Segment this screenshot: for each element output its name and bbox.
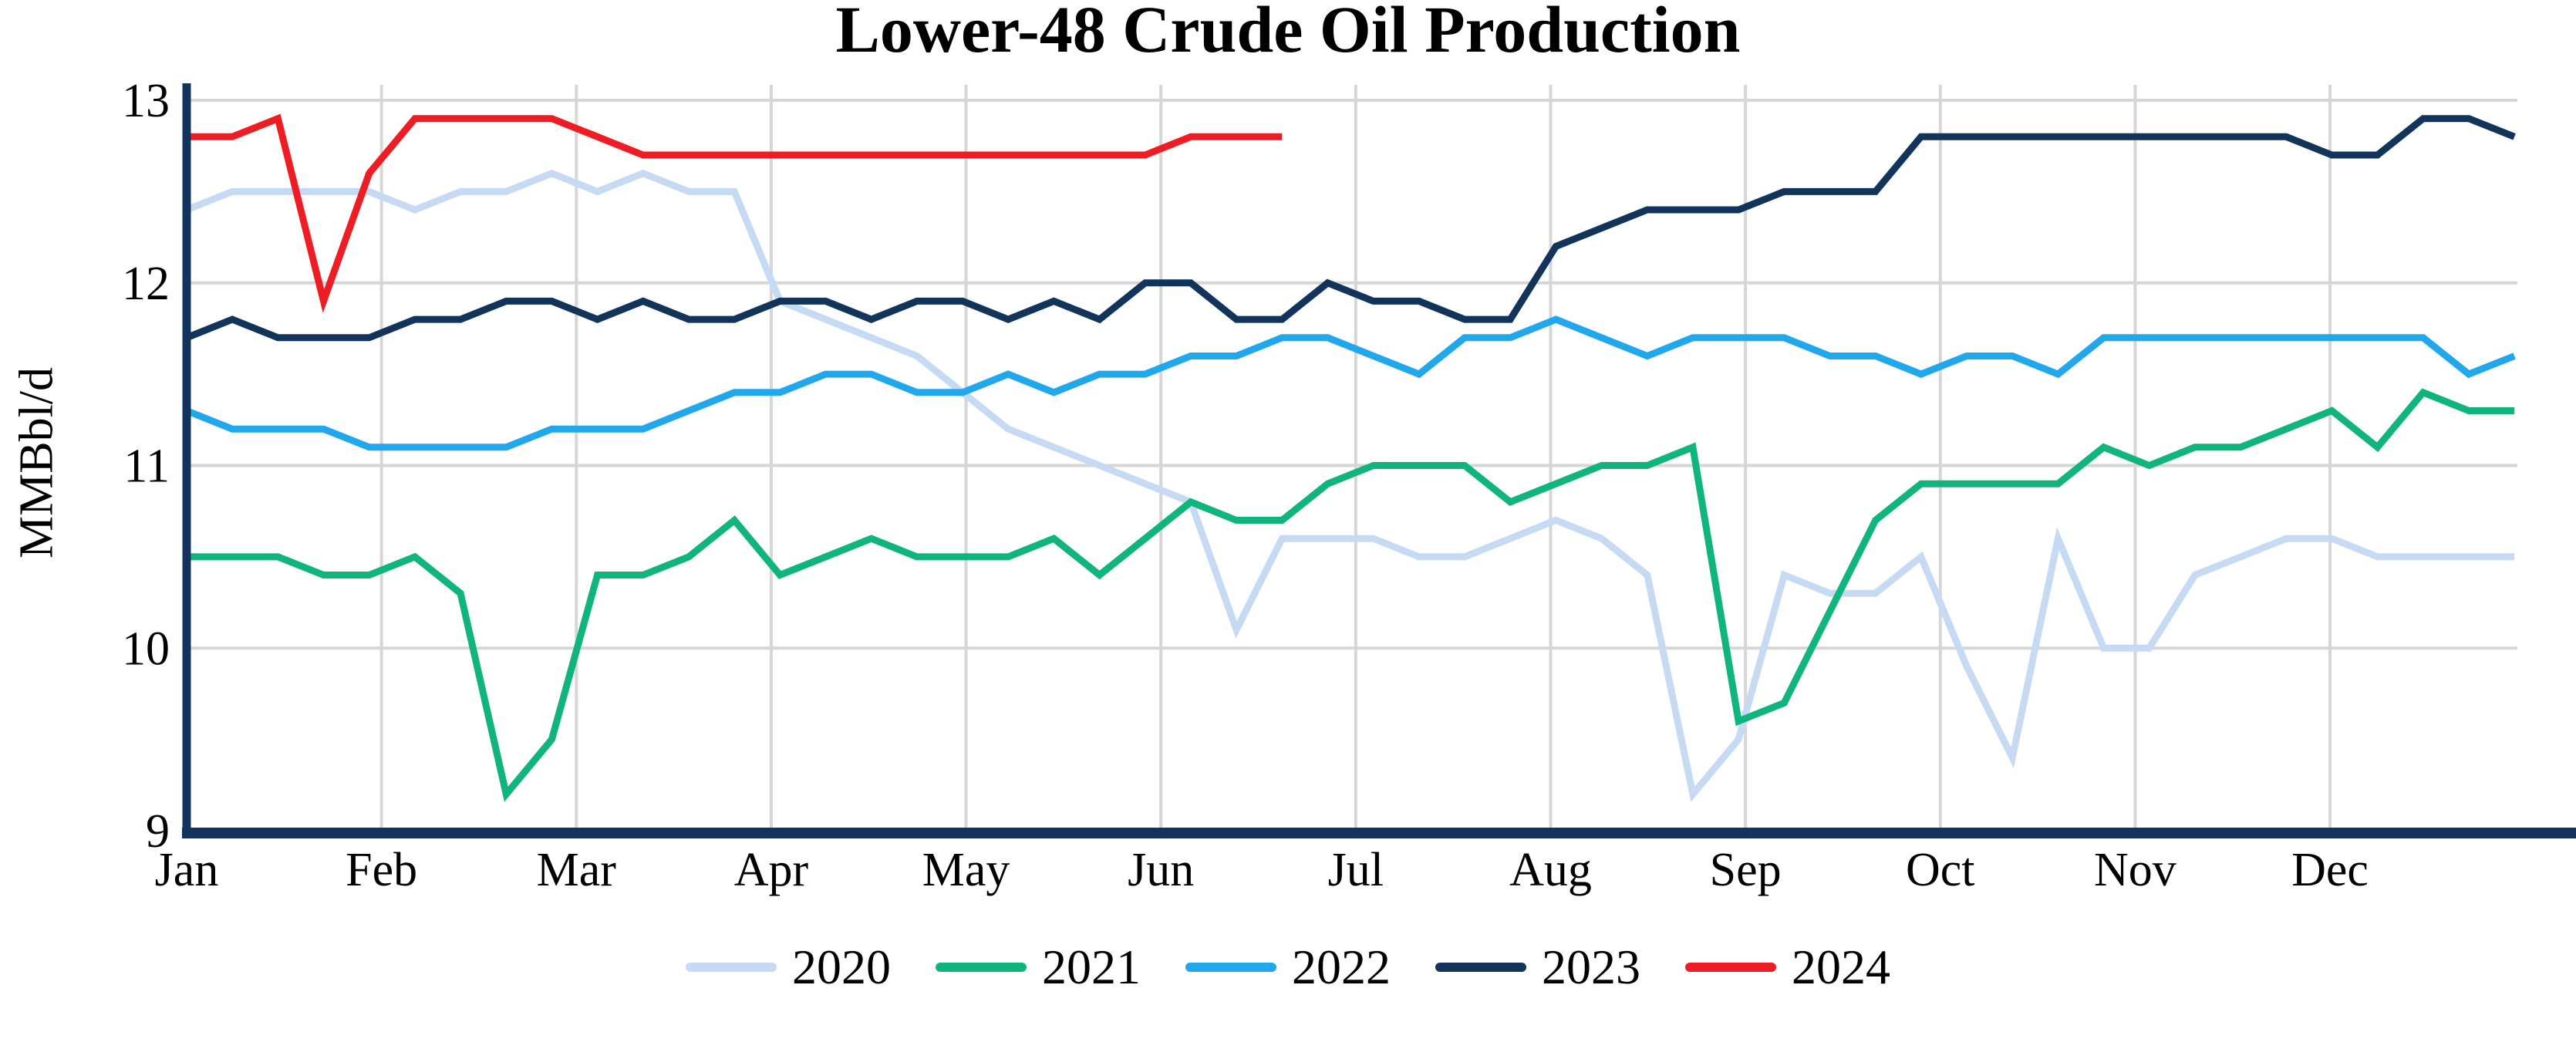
x-tick-label-Apr: Apr bbox=[734, 844, 809, 896]
x-tick-label-Mar: Mar bbox=[537, 844, 617, 896]
legend-swatch-2021 bbox=[936, 963, 1027, 972]
legend-label-2020: 2020 bbox=[792, 939, 891, 994]
legend-item-2024: 2024 bbox=[1685, 943, 1890, 992]
legend-label-2021: 2021 bbox=[1042, 939, 1141, 994]
legend-item-2021: 2021 bbox=[936, 943, 1141, 992]
y-tick-label-12: 12 bbox=[122, 258, 170, 310]
x-tick-label-Nov: Nov bbox=[2094, 844, 2176, 896]
legend-swatch-2020 bbox=[686, 963, 777, 972]
series-line-2020 bbox=[185, 169, 2515, 802]
series-line-2022 bbox=[185, 315, 2516, 451]
legend-label-2023: 2023 bbox=[1542, 939, 1640, 994]
legend: 2020 2021 2022 2023 2024 bbox=[0, 943, 2576, 992]
series-line-2021 bbox=[187, 388, 2515, 802]
legend-item-2023: 2023 bbox=[1435, 943, 1640, 992]
y-tick-label-9: 9 bbox=[146, 805, 170, 858]
y-tick-label-10: 10 bbox=[122, 622, 170, 675]
x-tick-label-Aug: Aug bbox=[1509, 844, 1592, 896]
x-tick-label-May: May bbox=[922, 844, 1010, 896]
x-tick-label-Oct: Oct bbox=[1906, 844, 1975, 896]
y-tick-label-11: 11 bbox=[123, 440, 170, 493]
legend-swatch-2023 bbox=[1435, 963, 1526, 972]
legend-swatch-2022 bbox=[1185, 963, 1276, 972]
series-line-2024 bbox=[187, 113, 1283, 313]
legend-item-2020: 2020 bbox=[686, 943, 891, 992]
legend-label-2024: 2024 bbox=[1792, 939, 1890, 994]
x-tick-label-Jul: Jul bbox=[1328, 844, 1384, 896]
chart-title: Lower-48 Crude Oil Production bbox=[835, 0, 1741, 66]
legend-item-2022: 2022 bbox=[1185, 943, 1391, 992]
x-tick-label-Dec: Dec bbox=[2291, 844, 2369, 896]
x-tick-label-Jan: Jan bbox=[155, 844, 219, 896]
series-line-2023 bbox=[185, 115, 2516, 342]
x-tick-label-Sep: Sep bbox=[1710, 844, 1782, 896]
x-tick-label-Jun: Jun bbox=[1128, 844, 1194, 896]
x-tick-label-Feb: Feb bbox=[346, 844, 417, 896]
legend-swatch-2024 bbox=[1685, 963, 1776, 972]
y-tick-label-13: 13 bbox=[122, 75, 170, 127]
legend-label-2022: 2022 bbox=[1292, 939, 1391, 994]
